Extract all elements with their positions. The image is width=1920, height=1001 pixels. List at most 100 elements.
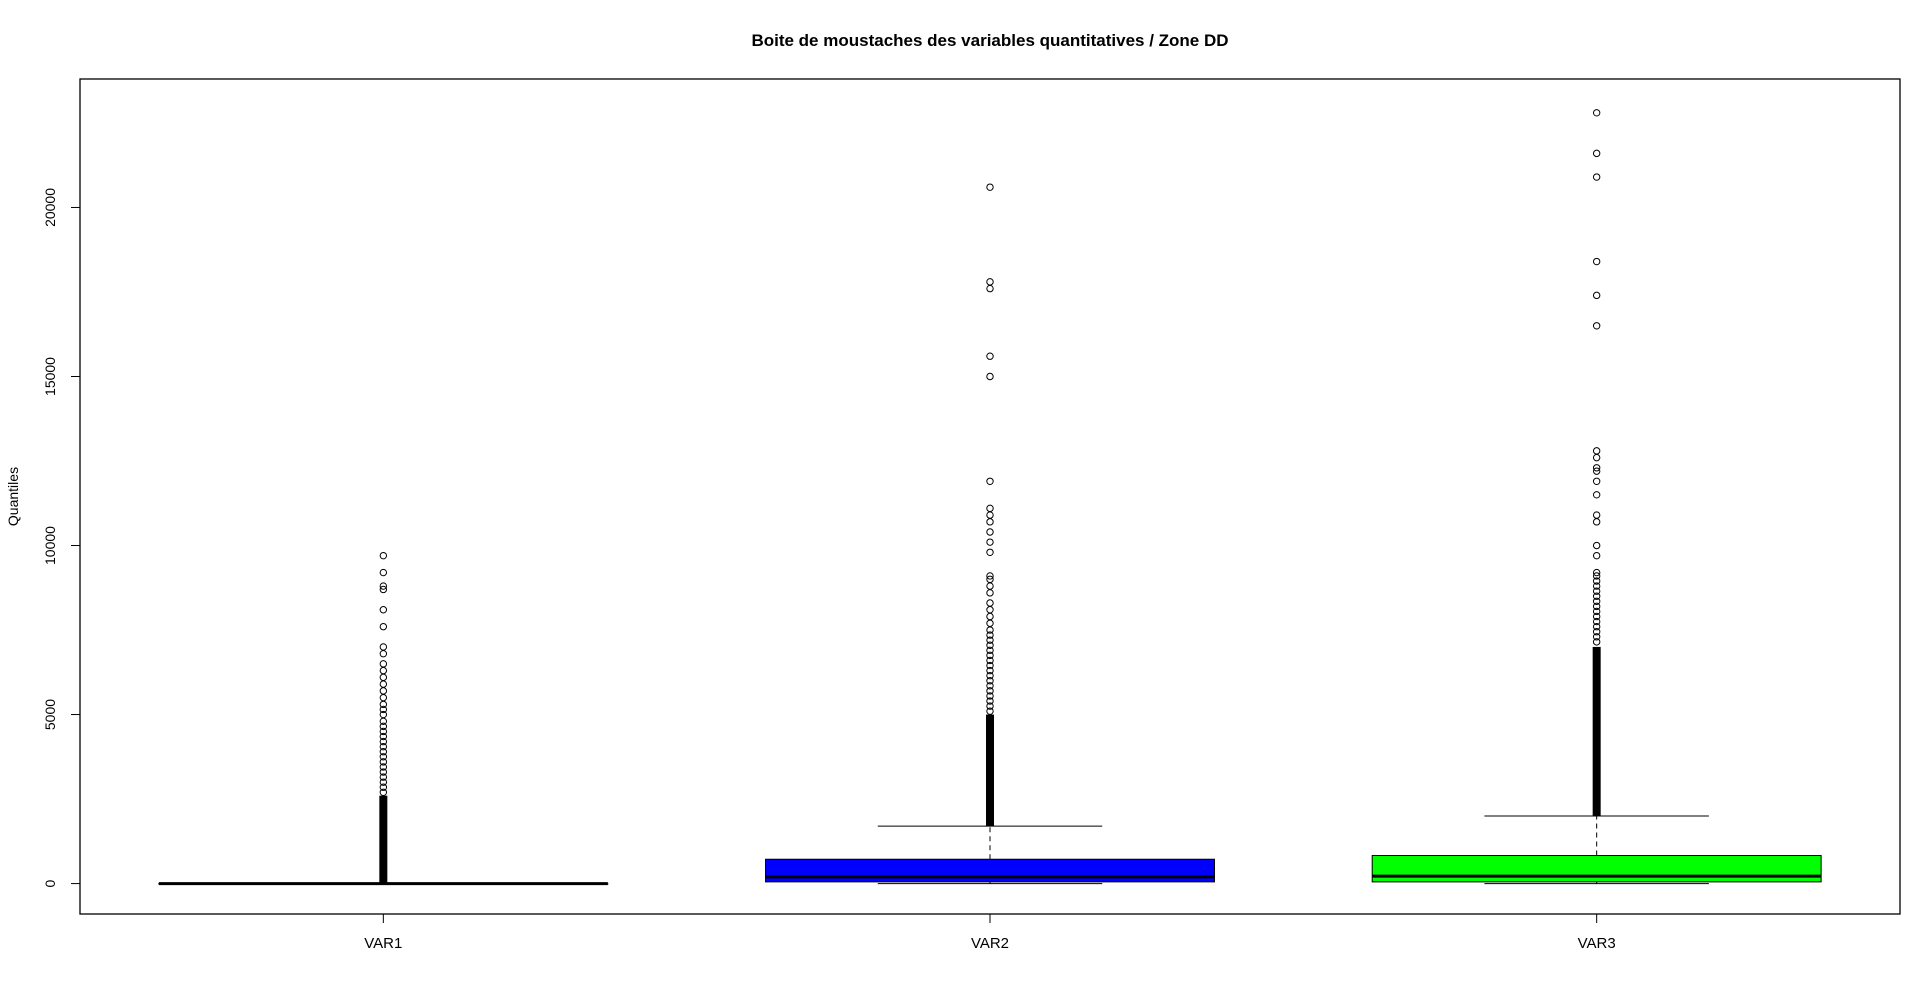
outlier-point [986,631,994,639]
outlier-point [1592,572,1601,580]
outlier-point [1592,453,1601,462]
outlier-point [379,568,388,577]
outlier-point [379,622,388,631]
outlier-point [986,477,994,485]
outlier-point [986,671,994,680]
outlier-point [1592,464,1601,472]
outlier-point [1592,491,1601,499]
outlier-point [1592,291,1601,300]
outlier-point [986,677,994,685]
y-tick-label: 5000 [42,699,58,730]
outlier-point [379,727,388,736]
outlier-point [986,687,994,695]
outlier-point [986,682,994,690]
outlier-point [986,582,994,590]
outlier-point [1592,592,1601,600]
outlier-point [379,582,388,590]
outlier-point [986,707,994,715]
outlier-point [379,680,388,688]
outlier-point [986,528,994,536]
outlier-point [379,768,388,776]
box-var2 [765,183,1215,885]
outlier-point [986,575,994,584]
outlier-point [379,748,388,756]
outlier-point [1592,612,1601,621]
outlier-point [1592,149,1601,158]
outlier-point [379,788,388,796]
outlier-point [379,673,388,682]
outlier-point [379,710,388,719]
box-var1 [158,551,609,886]
outlier-point [1592,633,1601,641]
y-tick-label: 10000 [42,526,58,565]
outlier-point [1592,467,1601,475]
outlier-point [379,649,388,658]
outlier-point [986,538,994,546]
y-axis-label: Quantiles [5,467,21,526]
boxes-layer [158,109,1822,886]
outlier-point [1592,518,1601,526]
outlier-point [1592,257,1601,266]
outlier-point [379,705,388,714]
outlier-point [986,636,994,644]
x-tick-label: VAR3 [1578,935,1616,952]
outlier-point [379,643,388,651]
outlier-point [1592,587,1601,595]
outlier-point [1592,568,1601,577]
outlier-point [379,585,388,594]
outlier-point [986,504,994,513]
outlier-point [379,773,388,781]
outlier-point [379,660,388,668]
x-tick-label: VAR2 [971,935,1009,952]
outlier-point [986,572,994,580]
outlier-point [379,753,388,761]
outlier-point [1592,622,1601,631]
outlier-point [379,763,388,771]
outlier-point [1592,628,1601,636]
outlier-point [1592,602,1601,611]
outlier-point [986,511,994,519]
outlier-point [1592,617,1601,626]
box-iqr [1371,855,1822,883]
outlier-point [1592,577,1601,585]
outlier-point [986,183,994,191]
outlier-point [379,732,388,741]
y-tick-label: 20000 [42,188,58,227]
outlier-point [986,619,994,627]
outlier-point [379,722,388,731]
outlier-point [379,687,388,695]
outlier-dense-band [379,795,388,884]
chart-title: Boite de moustaches des variables quanti… [751,31,1228,50]
outlier-point [986,661,994,670]
outlier-point [1592,638,1601,646]
outlier-point [986,606,994,614]
y-tick-label: 0 [42,879,58,887]
outlier-point [986,518,994,526]
outlier-point [986,651,994,660]
outlier-point [1592,447,1601,455]
outlier-point [986,656,994,665]
outlier-point [1592,597,1601,605]
outlier-point [1592,551,1601,560]
outlier-point [1592,511,1601,519]
outlier-point [986,278,994,286]
outlier-point [986,702,994,710]
outlier-point [986,697,994,705]
outlier-point [379,783,388,791]
outlier-point [1592,477,1601,485]
outlier-point [379,758,388,766]
outlier-point [379,606,388,614]
outlier-point [1592,322,1601,330]
outlier-point [986,666,994,675]
y-tick-label: 15000 [42,357,58,396]
outlier-point [379,742,388,751]
outlier-point [1592,582,1601,590]
outlier-point [986,589,994,597]
outlier-point [986,692,994,700]
outlier-point [986,284,994,293]
outlier-point [986,372,994,381]
outlier-point [1592,541,1601,550]
outlier-point [1592,173,1601,181]
outlier-point [379,778,388,786]
